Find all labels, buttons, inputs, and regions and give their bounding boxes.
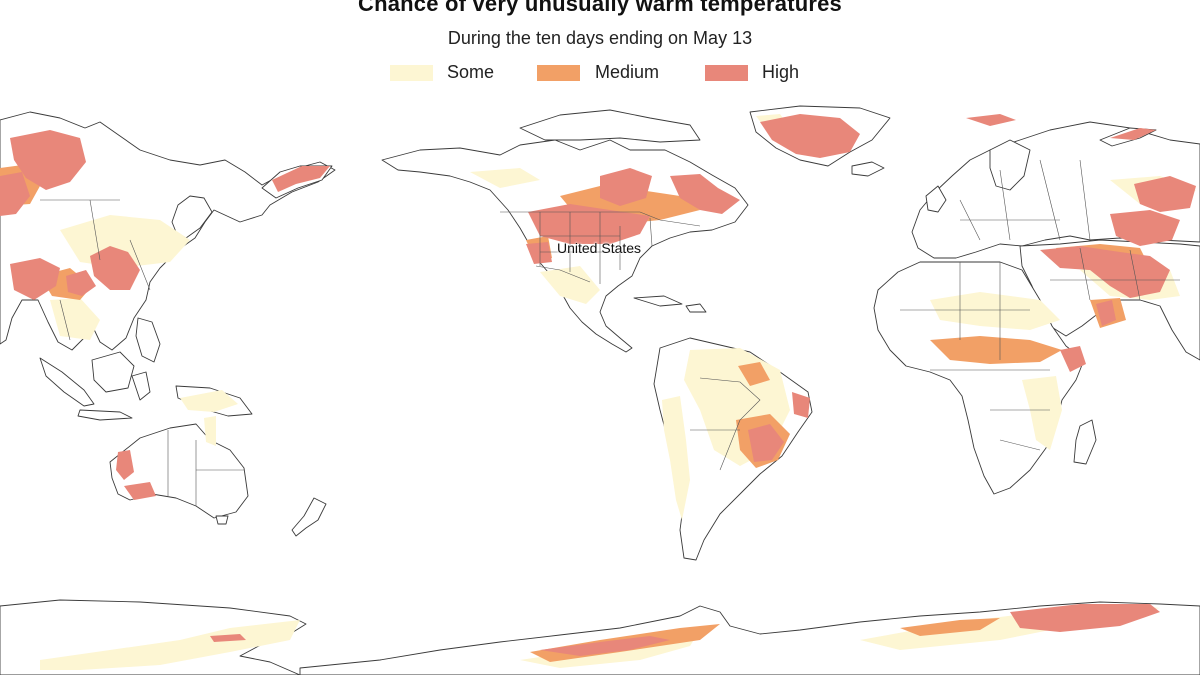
landmass-scandinavia	[989, 139, 1031, 191]
landmass-iceland	[851, 161, 885, 177]
border-middle-east	[1050, 247, 1180, 301]
shade-high-novaya	[1110, 128, 1156, 140]
legend-swatch-high	[705, 65, 748, 81]
landmass-japan	[171, 195, 213, 239]
shade-high-brazil-ne	[792, 392, 810, 418]
shade-high-antarctica-w	[210, 634, 246, 642]
shade-high-greenland	[760, 114, 860, 158]
shade-high-russia-urals	[1134, 176, 1196, 212]
shade-high-canada-quebec	[670, 174, 740, 214]
shade-high-svalbard	[966, 114, 1016, 126]
shade-high-antarctica-e	[1010, 604, 1160, 632]
landmass-hispaniola	[685, 303, 707, 313]
shade-high-siberia-s	[0, 172, 30, 216]
legend: Some Medium High	[0, 62, 1200, 86]
legend-swatch-some	[390, 65, 433, 81]
border-us-states	[539, 212, 653, 284]
shade-some-sea-asia	[50, 298, 100, 340]
landmass-java	[77, 409, 133, 421]
shade-high-tibet	[10, 258, 60, 300]
shade-high-australia-s	[124, 482, 156, 500]
shade-high-kamchatka	[272, 166, 330, 192]
landmass-philippines	[135, 317, 161, 363]
shade-medium-sahel	[930, 336, 1062, 364]
border-layer	[40, 159, 1180, 506]
shade-high-kazakh	[1110, 210, 1180, 246]
map-title: Chance of very unusually warm temperatur…	[357, 0, 842, 16]
border-europe	[959, 159, 1091, 241]
shade-high-us-sw	[526, 242, 552, 264]
border-us-mexico	[535, 265, 591, 283]
shade-some-andes	[662, 396, 690, 520]
border-africa	[900, 262, 1050, 451]
shade-some-sahara	[930, 292, 1060, 330]
landmass-arctic-islands	[519, 109, 701, 143]
landmass-new-zealand	[291, 497, 327, 537]
border-brazil	[690, 377, 761, 471]
shade-high-australia-sw	[116, 450, 134, 480]
landmass-sumatra	[39, 357, 95, 407]
shade-high-canada-hudson	[600, 168, 652, 206]
shade-high-china	[90, 246, 140, 290]
map-subtitle: During the ten days ending on May 13	[447, 28, 753, 48]
shading-high-layer	[0, 114, 1196, 656]
landmass-tasmania	[215, 515, 229, 525]
shade-high-great-plains	[528, 204, 650, 244]
legend-label-some: Some	[447, 62, 495, 82]
shade-high-brazil	[748, 424, 784, 462]
country-label-united-states: United States	[557, 240, 642, 256]
legend-label-medium: Medium	[595, 62, 660, 82]
shade-some-canada-w	[470, 168, 540, 188]
legend-swatch-medium	[537, 65, 580, 81]
shade-high-horn	[1060, 346, 1086, 372]
shade-high-oman	[1096, 300, 1116, 326]
shade-medium-antarctica-e	[900, 618, 1000, 636]
landmass-madagascar	[1073, 419, 1097, 465]
border-asia	[40, 199, 151, 341]
landmass-sulawesi	[131, 371, 151, 401]
legend-label-high: High	[762, 62, 800, 82]
border-australia	[167, 430, 244, 506]
landmass-borneo	[91, 351, 135, 393]
shade-some-antarctica-w	[40, 620, 300, 670]
shade-some-mexico	[540, 266, 600, 304]
shade-some-east-africa	[1022, 376, 1062, 450]
shade-high-antarctica-c	[540, 636, 670, 656]
shade-medium-venezuela	[738, 362, 770, 386]
shade-high-iran-afgh	[1040, 246, 1170, 298]
shade-high-siberia-w	[10, 130, 86, 190]
landmass-cuba	[633, 295, 683, 307]
landmass-britain	[925, 185, 947, 213]
shade-high-sichuan	[66, 270, 96, 296]
shade-some-australia-n	[180, 390, 238, 412]
shade-some-australia-w	[204, 416, 216, 446]
